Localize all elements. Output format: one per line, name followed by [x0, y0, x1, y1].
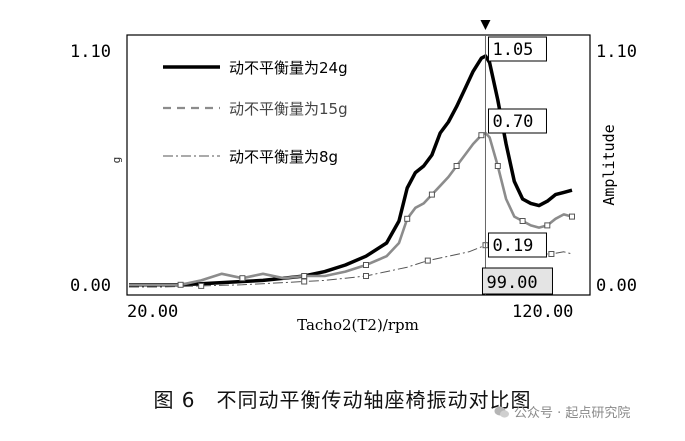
legend: 动不平衡量为24g 动不平衡量为15g 动不平衡量为8g: [163, 59, 348, 166]
series-marker: [301, 278, 308, 285]
series-marker: [424, 257, 431, 264]
series-marker: [478, 132, 485, 139]
series-marker: [198, 282, 205, 289]
cursor-readout-value: 0.70: [492, 112, 533, 132]
cursor-readout: 0.19: [487, 232, 547, 258]
y-axis-label-right: Amplitude: [600, 124, 618, 205]
plot-frame: [126, 34, 591, 296]
cursor-readout-value: 1.05: [492, 40, 533, 60]
series-marker: [428, 191, 435, 198]
legend-label-24g: 动不平衡量为24g: [229, 59, 348, 77]
cursor-layer[interactable]: 1.05 0.70 0.19 99.00: [480, 20, 553, 295]
series-marker: [177, 281, 184, 288]
x-tick-right: 120.00: [512, 302, 573, 322]
figure-caption: 图 6 不同动平衡传动轴座椅振动对比图: [153, 388, 532, 412]
watermark-text: 公众号 · 起点研究院: [514, 406, 631, 421]
series-marker: [301, 273, 308, 279]
cursor-readout-box: [487, 108, 547, 134]
vibration-chart: 1.05 0.70 0.19 99.00 1.10 0.00 1.10 0.00 20…: [70, 20, 637, 334]
y-axis-label-left: g: [110, 157, 123, 164]
x-axis-label: Tacho2(T2)/rpm: [297, 316, 419, 334]
series-24g-line: [129, 54, 573, 287]
y-tick-right-top: 1.10: [596, 42, 637, 62]
cursor-x-readout: 99.00: [486, 273, 537, 293]
series-marker: [363, 273, 369, 279]
y-tick-left-top: 1.10: [70, 42, 111, 62]
series-marker: [404, 215, 411, 222]
series-marker: [453, 163, 460, 169]
cursor-readout: 0.70: [487, 108, 547, 134]
series-marker: [519, 218, 526, 224]
cursor-readout-value: 0.19: [492, 236, 533, 256]
cursor-readout: 1.05: [487, 36, 547, 62]
series-marker: [494, 163, 501, 169]
series-marker: [548, 251, 555, 257]
cursor-readout-box: [487, 36, 547, 62]
cursor-handle[interactable]: [480, 20, 491, 30]
series-marker: [544, 222, 551, 229]
series-marker: [569, 213, 575, 220]
series-marker: [239, 275, 246, 282]
series-marker: [363, 262, 369, 268]
cursor-x-readout-box: [481, 267, 553, 295]
y-tick-right-bottom: 0.00: [596, 276, 637, 296]
watermark: 公众号 · 起点研究院: [494, 402, 630, 421]
y-tick-left-bottom: 0.00: [70, 276, 111, 296]
wechat-icon: [494, 406, 509, 418]
cursor-readout-box: [487, 232, 547, 258]
x-tick-left: 20.00: [127, 302, 178, 322]
legend-label-15g: 动不平衡量为15g: [229, 100, 348, 118]
legend-label-8g: 动不平衡量为8g: [229, 148, 338, 166]
